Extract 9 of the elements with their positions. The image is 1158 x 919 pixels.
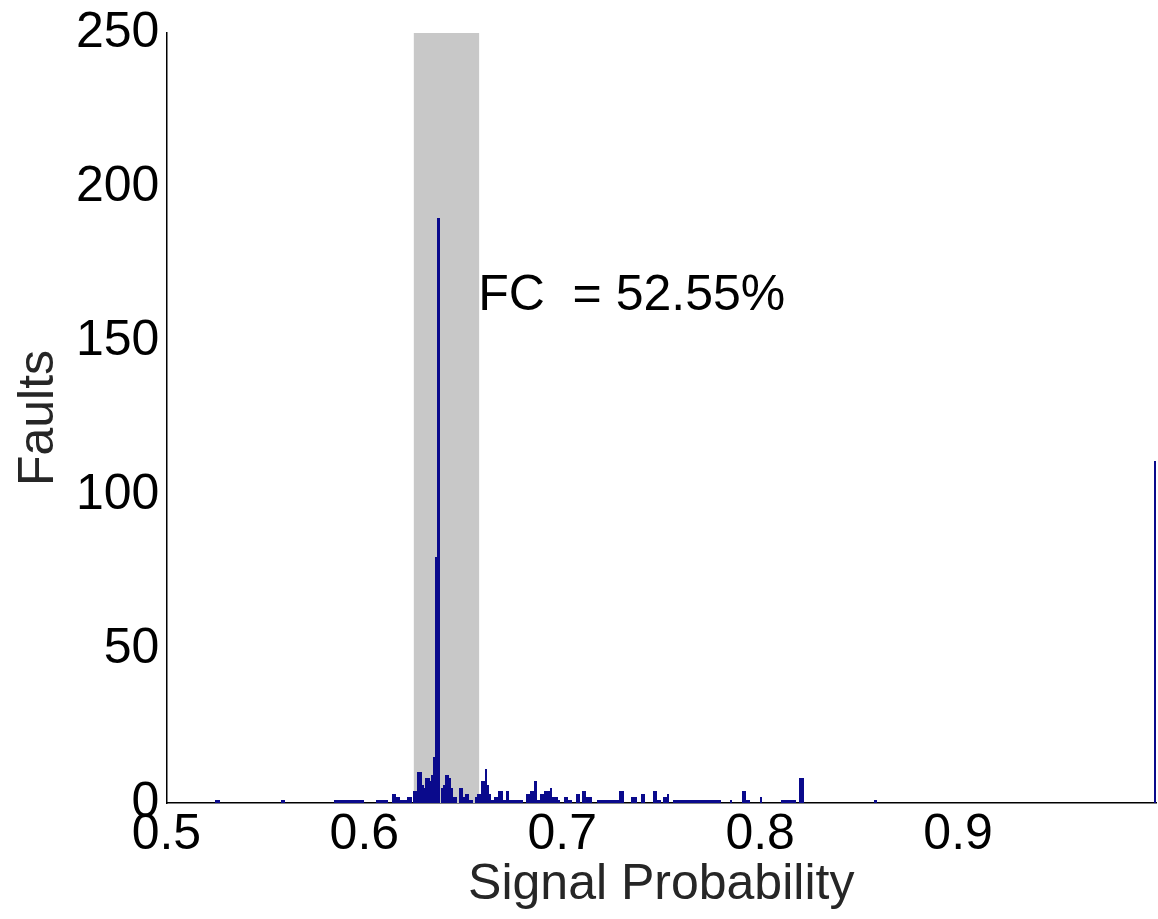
y-tick-label: 150 bbox=[75, 309, 160, 366]
annotation: FC = 52.55% bbox=[478, 265, 786, 322]
y-tick-label: 100 bbox=[75, 463, 160, 520]
y-tick-label: 200 bbox=[75, 155, 160, 212]
y-tick-label: 250 bbox=[75, 1, 160, 58]
y-tick-label: 50 bbox=[103, 617, 160, 674]
y-axis-title: Faults bbox=[7, 349, 64, 487]
x-tick-label: 0.6 bbox=[329, 803, 400, 860]
x-tick-label: 0.9 bbox=[923, 803, 993, 860]
